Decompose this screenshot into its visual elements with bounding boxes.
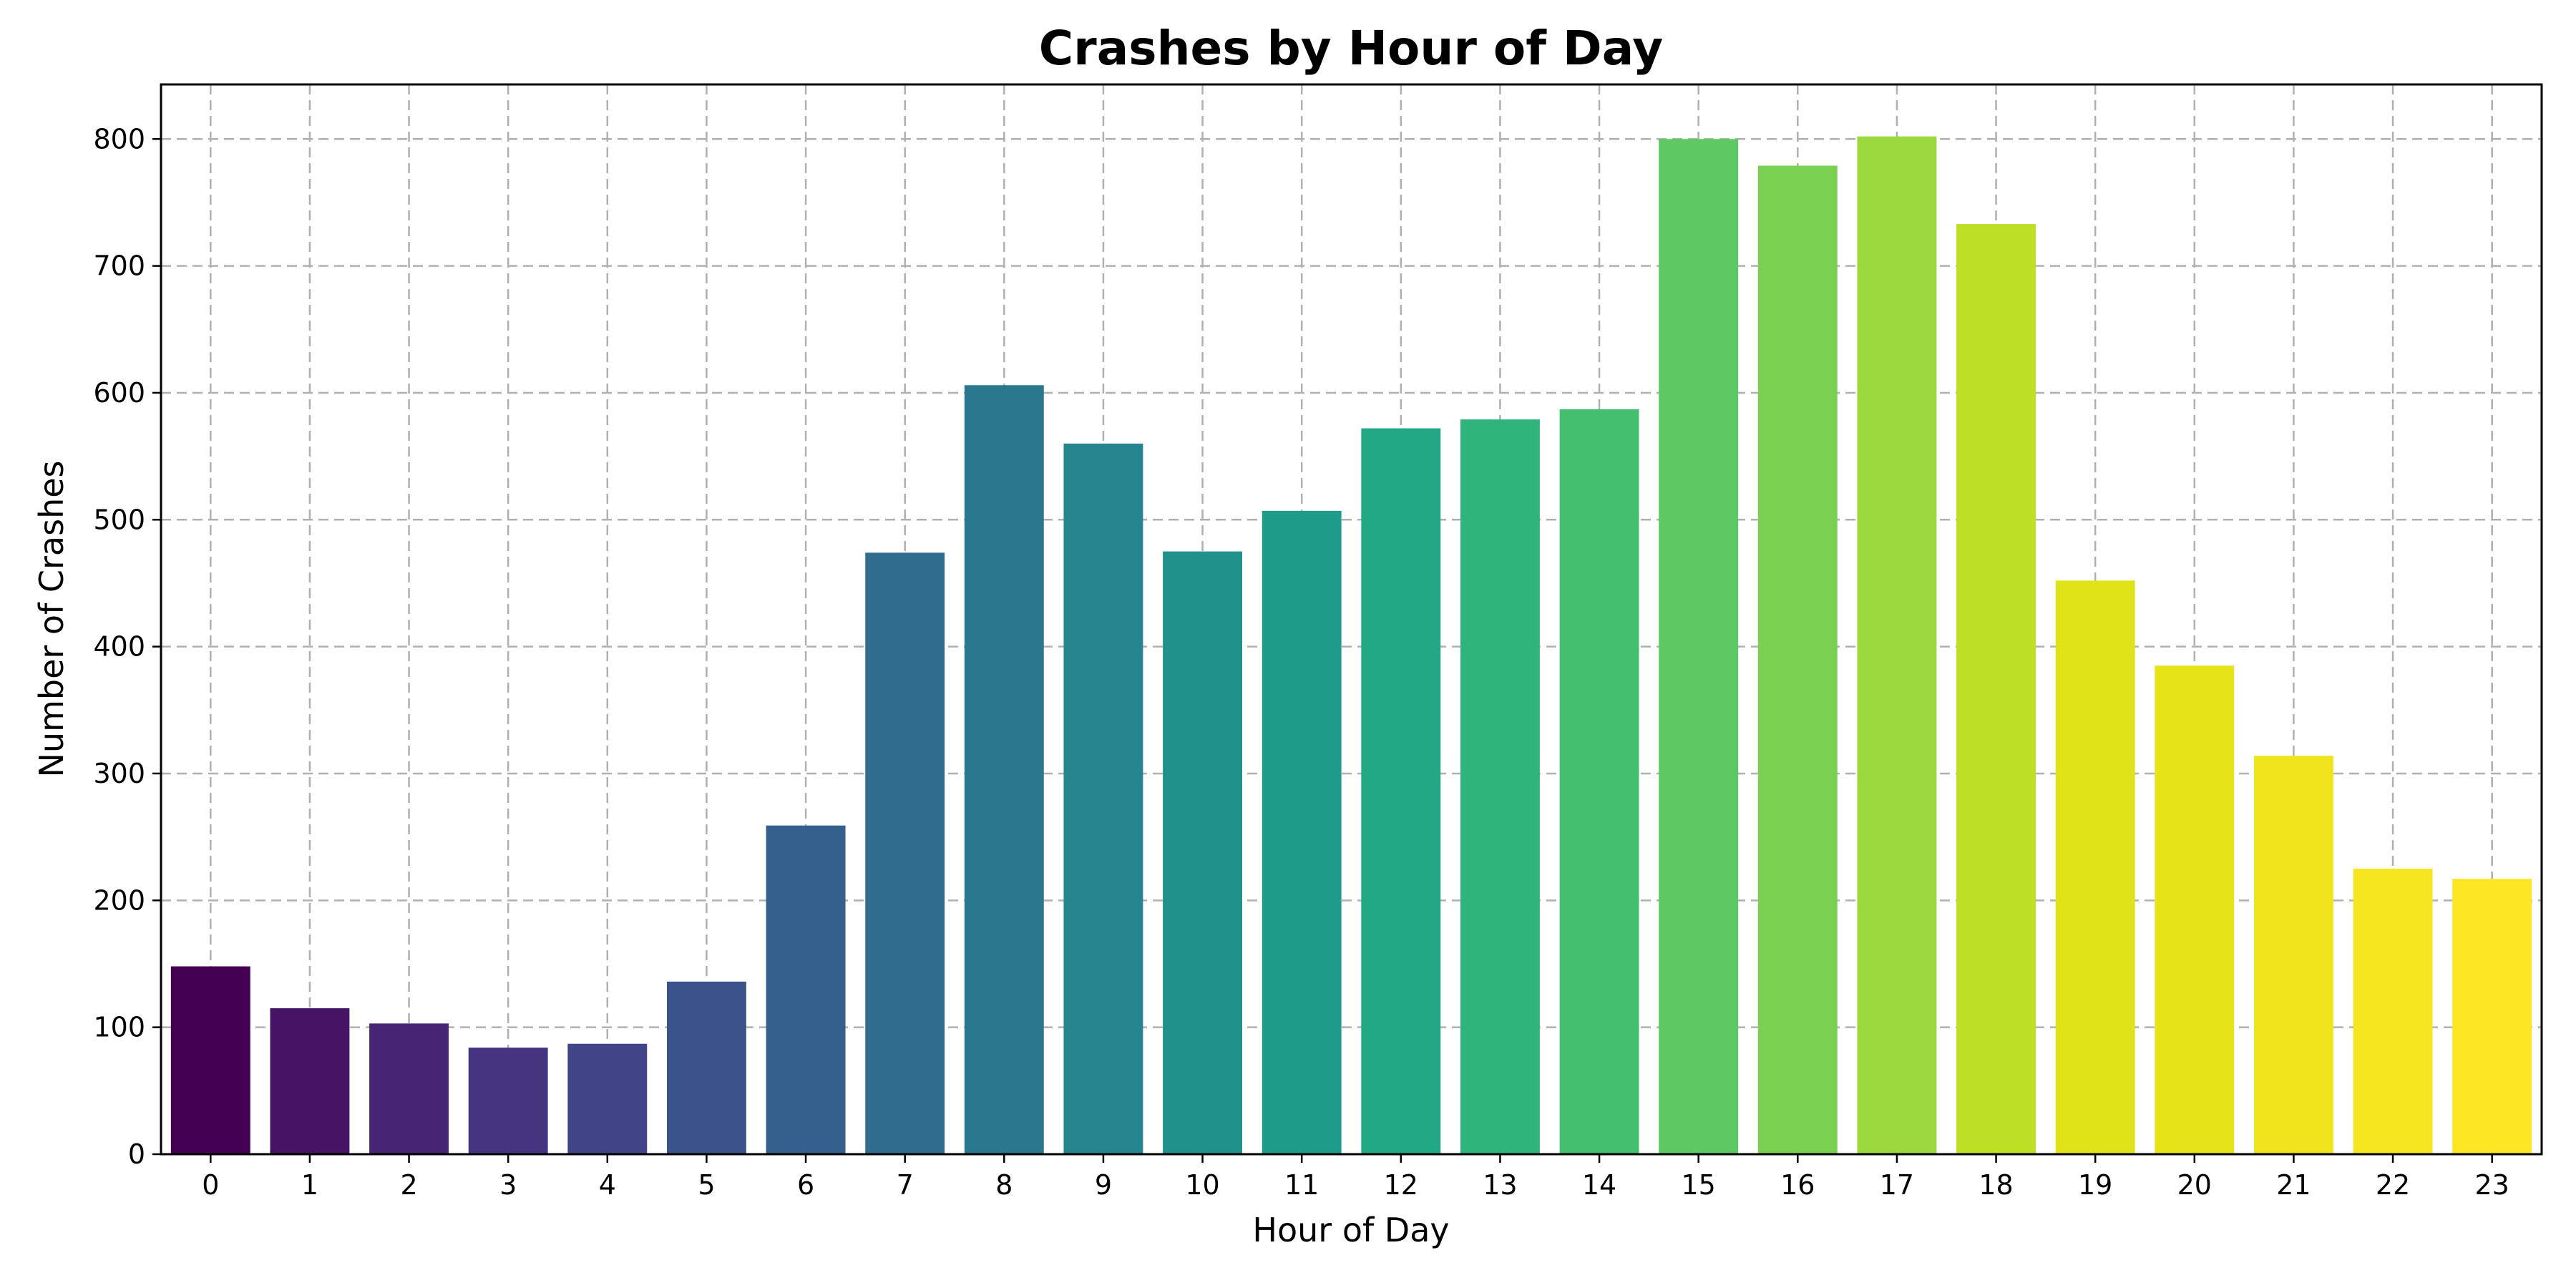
bar-hour-1: [270, 1008, 350, 1154]
x-tick-label: 15: [1682, 1169, 1716, 1201]
plot-frame: [160, 83, 2543, 1156]
bar-hour-6: [766, 825, 846, 1154]
y-tick-label: 400: [93, 631, 145, 663]
bar-hour-4: [567, 1043, 648, 1154]
bar-hour-10: [1163, 551, 1243, 1154]
bar-hour-0: [170, 966, 250, 1154]
x-axis-label: Hour of Day: [1252, 1211, 1449, 1249]
chart-title: Crashes by Hour of Day: [1039, 21, 1664, 76]
bars: [170, 136, 2532, 1155]
y-axis-label: Number of Crashes: [32, 461, 71, 778]
x-tick-label: 6: [797, 1169, 814, 1201]
x-tick-label: 11: [1284, 1169, 1319, 1201]
bar-hour-19: [2055, 580, 2135, 1154]
y-tick-label: 800: [93, 123, 145, 155]
x-tick-label: 7: [897, 1169, 914, 1201]
x-tick-label: 5: [698, 1169, 715, 1201]
x-tick-label: 12: [1384, 1169, 1418, 1201]
bar-hour-16: [1757, 165, 1838, 1155]
x-tick-label: 19: [2078, 1169, 2112, 1201]
bar-hour-15: [1659, 139, 1739, 1154]
y-tick-label: 300: [93, 758, 145, 789]
x-tick-label: 3: [499, 1169, 517, 1201]
bar-hour-17: [1857, 136, 1937, 1154]
x-tick-label: 21: [2276, 1169, 2311, 1201]
bar-hour-8: [964, 385, 1044, 1154]
bar-hour-21: [2253, 756, 2333, 1154]
bar-hour-7: [865, 552, 945, 1154]
x-tick-label: 2: [400, 1169, 417, 1201]
y-tick-label: 100: [93, 1012, 145, 1043]
bar-hour-13: [1460, 419, 1540, 1154]
y-tick-label: 600: [93, 377, 145, 409]
x-tick-label: 23: [2475, 1169, 2509, 1201]
x-tick-label: 8: [995, 1169, 1013, 1201]
bar-hour-14: [1559, 409, 1639, 1155]
x-tick-label: 0: [202, 1169, 219, 1201]
bar-hour-12: [1361, 428, 1441, 1154]
x-tick-label: 20: [2177, 1169, 2212, 1201]
bar-hour-20: [2155, 665, 2235, 1154]
bar-hour-23: [2452, 879, 2532, 1154]
x-tick-label: 17: [1880, 1169, 1914, 1201]
y-tick-label: 700: [93, 250, 145, 282]
x-tick-label: 13: [1483, 1169, 1517, 1201]
x-tick-label: 4: [599, 1169, 616, 1201]
y-tick-label: 200: [93, 884, 145, 916]
x-tick-label: 22: [2376, 1169, 2410, 1201]
bar-hour-2: [369, 1023, 449, 1154]
bar-hour-9: [1063, 443, 1143, 1154]
bar-hour-11: [1262, 510, 1342, 1154]
x-tick-label: 10: [1185, 1169, 1219, 1201]
bar-hour-22: [2353, 868, 2433, 1154]
x-tick-label: 9: [1095, 1169, 1112, 1201]
y-tick-label: 500: [93, 504, 145, 535]
bar-hour-3: [468, 1048, 548, 1154]
bar-hour-5: [666, 981, 746, 1154]
bar-hour-18: [1956, 224, 2036, 1154]
x-tick-label: 18: [1979, 1169, 2013, 1201]
y-tick-label: 0: [128, 1138, 145, 1170]
x-tick-label: 14: [1582, 1169, 1616, 1201]
x-tick-label: 1: [301, 1169, 318, 1201]
x-tick-label: 16: [1780, 1169, 1815, 1201]
